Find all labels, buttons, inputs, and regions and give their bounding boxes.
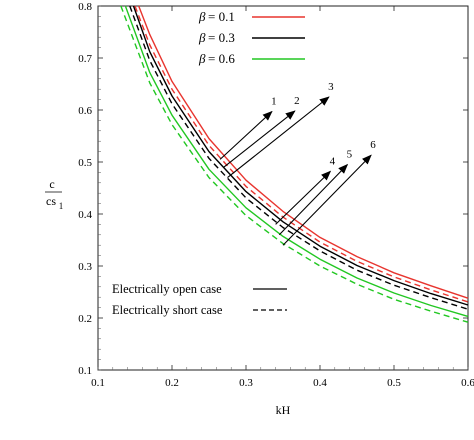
arrow-label-6: 6: [370, 139, 376, 151]
y-axis-label-subscript: 1: [59, 201, 64, 211]
plot-frame: [97, 5, 469, 371]
arrow-label-4: 4: [330, 155, 336, 167]
arrow-label-5: 5: [347, 149, 353, 161]
case-legend: Electrically open case Electrically short…: [112, 282, 287, 317]
arrow-6: [282, 154, 372, 246]
y-axis-label-numerator: c: [49, 177, 54, 191]
curves: [120, 5, 469, 323]
legend: β = 0.1β = 0.3β = 0.6: [198, 9, 305, 66]
arrow-3: [227, 96, 330, 179]
legend-entry: β = 0.3: [198, 30, 305, 45]
x-axis-label: kH: [276, 403, 291, 417]
x-tick-label: 0.5: [387, 377, 401, 389]
case-legend-label: Electrically open case: [112, 282, 222, 296]
case-legend-entry: Electrically short case: [112, 303, 287, 317]
y-axis-label-denominator: cs: [46, 194, 56, 208]
y-tick-label: 0.8: [78, 1, 92, 13]
y-tick-label: 0.6: [78, 105, 92, 117]
series-line-short-1: [134, 5, 469, 303]
legend-symbol: β: [198, 51, 206, 66]
y-tick-label: 0.3: [78, 261, 92, 273]
y-axis-label: c cs 1: [45, 177, 63, 211]
series-line-open-4: [124, 5, 469, 318]
arrow-1: [219, 110, 273, 160]
arrow-label-3: 3: [328, 81, 334, 93]
arrows: 1 2 3 45 6: [219, 81, 376, 246]
arrow-4: [275, 170, 332, 225]
series-line-short-3: [129, 5, 469, 310]
legend-label: = 0.1: [208, 9, 235, 24]
legend-entry: β = 0.1: [198, 9, 305, 24]
arrow-2: [223, 110, 296, 168]
legend-label: = 0.6: [208, 51, 235, 66]
x-tick-label: 0.1: [91, 377, 105, 389]
ticks: 0.1 0.2 0.3 0.4 0.5 0.6 0.1 0.2 0.3 0.4 0.5 0.6 0.7 0…: [78, 1, 474, 389]
y-tick-label: 0.4: [78, 209, 92, 221]
legend-symbol: β: [198, 30, 206, 45]
y-tick-label: 0.1: [78, 365, 92, 377]
arrow-label-2: 2: [294, 95, 300, 107]
series-line-short-5: [120, 5, 469, 323]
y-tick-label: 0.2: [78, 313, 92, 325]
legend-label: = 0.3: [208, 30, 235, 45]
y-tick-label: 0.7: [78, 53, 92, 65]
case-legend-entry: Electrically open case: [112, 282, 287, 296]
x-tick-label: 0.3: [239, 377, 253, 389]
x-tick-label: 0.6: [461, 377, 474, 389]
y-tick-label: 0.5: [78, 157, 92, 169]
x-tick-label: 0.4: [313, 377, 327, 389]
legend-entry: β = 0.6: [198, 51, 305, 66]
arrow-label-1: 1: [271, 96, 277, 108]
series-line-open-2: [132, 5, 469, 306]
x-tick-label: 0.2: [165, 377, 179, 389]
case-legend-label: Electrically short case: [112, 303, 223, 317]
legend-symbol: β: [198, 9, 206, 24]
arrow-5: [278, 163, 349, 236]
series-line-open-0: [138, 5, 469, 299]
